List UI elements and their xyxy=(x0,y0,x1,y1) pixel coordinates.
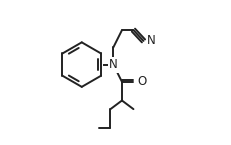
Text: N: N xyxy=(146,34,155,47)
Text: N: N xyxy=(109,58,118,71)
Text: O: O xyxy=(137,75,147,88)
